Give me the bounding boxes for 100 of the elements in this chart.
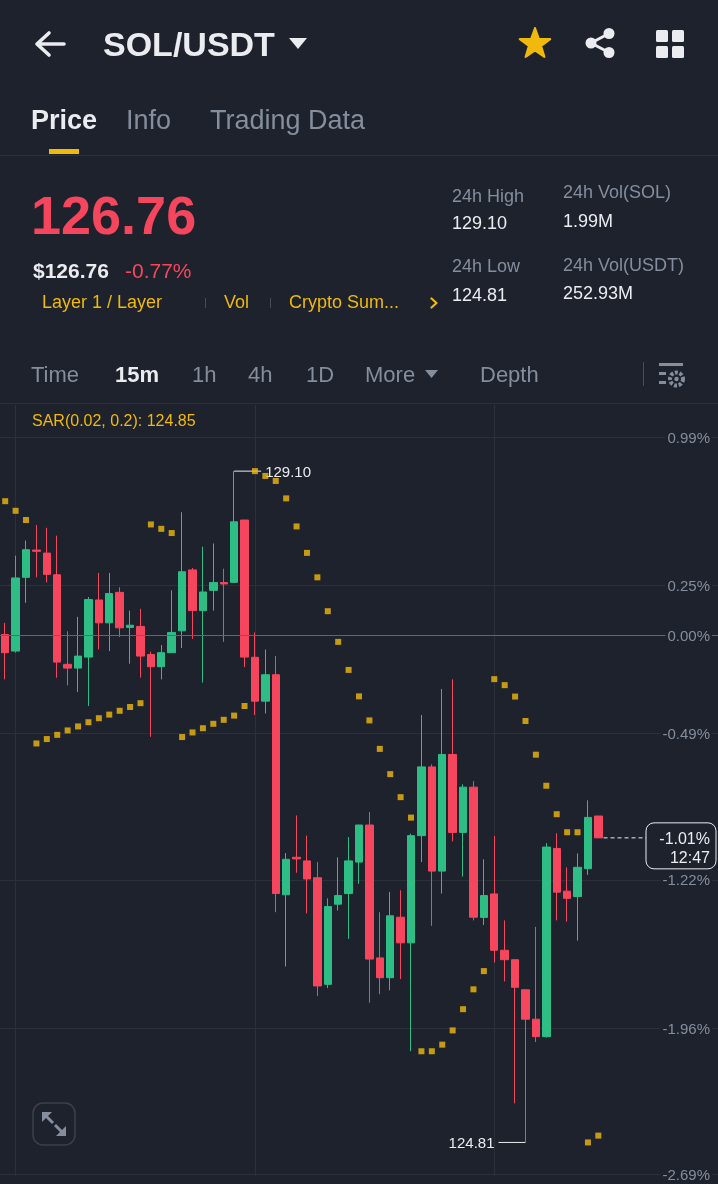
candlestick [490, 835, 498, 963]
candlestick [292, 814, 301, 874]
point [532, 751, 539, 758]
point [75, 723, 82, 730]
text: 24h High [452, 186, 525, 208]
candlestick [532, 926, 540, 1043]
point [106, 711, 113, 718]
candlestick [167, 589, 176, 654]
point [470, 986, 477, 993]
point [501, 682, 508, 689]
candlestick [584, 799, 592, 876]
point [158, 525, 165, 532]
candlestick [365, 811, 374, 1004]
text: 15m [115, 361, 160, 389]
point [2, 498, 9, 505]
candlestick [563, 866, 571, 923]
candlestick [521, 989, 530, 1143]
text: Price [31, 103, 98, 137]
point [33, 740, 40, 747]
candlestick [344, 836, 353, 940]
point [293, 523, 300, 530]
y-tick-label: -1.96% [662, 1019, 710, 1037]
candlestick [500, 919, 509, 983]
candlestick [1, 622, 9, 680]
candlestick [157, 644, 165, 680]
text: Vol [224, 292, 250, 314]
point [324, 608, 331, 615]
candlestick [147, 651, 155, 738]
annotation: 129.10 [265, 462, 312, 480]
annotation: 124.81 [448, 1133, 495, 1151]
candlestick [511, 959, 519, 1104]
point [272, 477, 279, 484]
candlestick [115, 586, 124, 638]
text: 1.99M [563, 211, 614, 233]
point [543, 782, 550, 789]
point [512, 693, 519, 700]
point [345, 666, 352, 673]
candlestick [428, 763, 436, 927]
point [584, 1139, 591, 1146]
candlestick [407, 833, 415, 1052]
point [23, 517, 30, 524]
ref-line-label: -1.01% 12:47 [659, 829, 711, 866]
point [231, 712, 238, 719]
candlestick [22, 539, 30, 604]
candlestick [84, 596, 93, 707]
text: Info [126, 103, 172, 137]
text: 124.81 [452, 285, 508, 307]
text: Crypto Sum... [289, 292, 400, 314]
candlestick [355, 824, 363, 885]
point [85, 719, 92, 726]
candlestick [396, 889, 405, 980]
candlestick [324, 897, 332, 989]
point [64, 727, 71, 734]
candlestick [199, 546, 207, 684]
point [199, 725, 206, 732]
candlestick [95, 572, 103, 650]
point [220, 716, 227, 723]
text: 24h Vol(USDT) [563, 255, 685, 277]
point [553, 811, 560, 818]
point [439, 1041, 446, 1048]
point [574, 829, 581, 836]
point [303, 549, 310, 556]
point [314, 574, 321, 581]
text: Layer 1 / Layer [42, 292, 163, 314]
candlestick [272, 655, 280, 913]
candlestick [459, 783, 467, 878]
point [12, 507, 19, 514]
y-tick-label: -2.69% [662, 1166, 710, 1183]
text: Trading Data [210, 103, 366, 137]
point [480, 968, 487, 975]
candlestick [282, 852, 290, 967]
candlestick [376, 911, 384, 995]
text: Time [31, 361, 80, 389]
candlestick [240, 519, 249, 668]
point [356, 693, 362, 700]
point [127, 703, 134, 710]
point [116, 707, 123, 714]
point [460, 1006, 467, 1013]
point [428, 1048, 435, 1055]
candlestick [573, 852, 582, 942]
candlestick [480, 858, 488, 926]
y-tick-label: 0.25% [667, 576, 710, 594]
candlestick [209, 542, 218, 612]
point [54, 731, 61, 738]
candlestick [126, 610, 134, 665]
point [137, 700, 144, 707]
text: 126.76 [31, 183, 197, 247]
point [418, 1048, 425, 1055]
text: -0.77% [125, 258, 192, 284]
point [168, 530, 175, 537]
text: 4h [248, 361, 273, 389]
candlestick [386, 891, 394, 991]
candlestick [74, 616, 82, 693]
candlestick [43, 527, 51, 583]
candlestick [448, 678, 457, 842]
point [522, 718, 529, 725]
candlestick [230, 470, 238, 583]
point [491, 676, 498, 683]
candlestick [594, 815, 603, 839]
point [179, 734, 186, 741]
